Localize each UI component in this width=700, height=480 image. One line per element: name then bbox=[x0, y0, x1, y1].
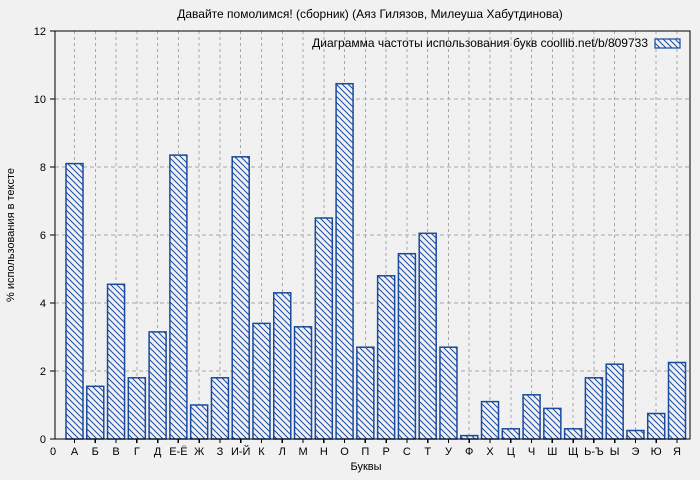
x-tick-label: Г bbox=[134, 446, 140, 458]
y-tick-label: 8 bbox=[40, 162, 46, 174]
legend-swatch bbox=[654, 38, 681, 49]
bar-Р bbox=[376, 275, 396, 440]
bar-Д bbox=[148, 331, 167, 440]
x-tick-label: Ы bbox=[610, 446, 620, 458]
x-tick-label: Ю bbox=[651, 446, 662, 458]
x-tick-label: А bbox=[71, 446, 79, 458]
x-tick-label: К bbox=[258, 446, 265, 458]
y-tick-label: 0 bbox=[40, 434, 46, 446]
bar-Ш bbox=[543, 407, 562, 440]
bar-А bbox=[65, 162, 84, 440]
bar-М bbox=[293, 326, 313, 440]
y-tick-label: 10 bbox=[34, 94, 46, 106]
x-tick-label: И-Й bbox=[231, 445, 250, 458]
x-tick-label: В bbox=[112, 446, 119, 458]
x-origin-label: 0 bbox=[50, 446, 56, 458]
x-tick-label: Н bbox=[320, 446, 328, 458]
bar-П bbox=[356, 346, 375, 440]
y-tick-label: 12 bbox=[34, 26, 46, 38]
bar-Ч bbox=[522, 394, 541, 440]
x-tick-label: Ф bbox=[465, 446, 473, 458]
x-tick-label: Л bbox=[279, 446, 286, 458]
plot-area: 0 2 4 6 8 10 12 0 А Б В Г Д Е-Ё Ж З И-Й К Л М Н О П Р С Т У Ф Х Ц Ч Ш Щ Ь… bbox=[34, 26, 691, 458]
x-axis-label: Буквы bbox=[350, 461, 381, 473]
x-tick-label: Ж bbox=[194, 446, 204, 458]
bar-Ю bbox=[646, 412, 666, 440]
bar-Н bbox=[314, 217, 334, 440]
x-tick-label: П bbox=[361, 446, 369, 458]
x-tick-label: Я bbox=[673, 446, 681, 458]
bar-Е-Ё bbox=[169, 154, 188, 440]
x-tick-label: Ц bbox=[507, 446, 515, 458]
bar-В bbox=[106, 283, 126, 440]
x-tick-label: Р bbox=[382, 446, 389, 458]
x-tick-label: Е-Ё bbox=[169, 446, 187, 458]
x-tick-label: Д bbox=[154, 446, 162, 458]
x-tick-label: Х bbox=[486, 446, 494, 458]
bar-Ц bbox=[501, 428, 521, 440]
bar-Б bbox=[86, 385, 105, 440]
x-tick-label: Ш bbox=[547, 446, 557, 458]
bar-Ж bbox=[189, 404, 209, 440]
bar-У bbox=[439, 346, 458, 440]
x-tick-label: Т bbox=[424, 446, 431, 458]
bar-Т bbox=[418, 232, 437, 440]
y-tick-label: 4 bbox=[40, 298, 46, 310]
chart-title: Давайте помолимся! (сборник) (Аяз Гилязо… bbox=[177, 7, 563, 21]
bar-Ы bbox=[605, 363, 624, 440]
x-tick-label: О bbox=[340, 446, 349, 458]
bar-И-Й bbox=[231, 156, 250, 440]
x-tick-label: У bbox=[445, 446, 453, 458]
y-axis-label: % использования в тексте bbox=[5, 168, 17, 302]
x-tick-label: Э bbox=[631, 446, 639, 458]
y-tick-label: 6 bbox=[40, 230, 46, 242]
bar-Л bbox=[273, 292, 292, 440]
bar-С bbox=[397, 252, 417, 440]
x-tick-label: М bbox=[298, 446, 307, 458]
x-tick-label: Б bbox=[92, 446, 99, 458]
bar-Щ bbox=[563, 428, 583, 440]
x-tick-label: Ч bbox=[528, 446, 535, 458]
bar-К bbox=[252, 322, 271, 440]
bar-Э bbox=[626, 429, 645, 440]
bar-Ь-Ъ bbox=[584, 377, 604, 440]
bar-О bbox=[335, 82, 354, 440]
bar-Я bbox=[667, 361, 687, 440]
x-tick-label: Щ bbox=[568, 446, 578, 458]
x-tick-label: С bbox=[403, 446, 411, 458]
legend-label: Диаграмма частоты использования букв coo… bbox=[312, 36, 648, 50]
bar-Г bbox=[127, 377, 147, 440]
y-tick-label: 2 bbox=[40, 366, 46, 378]
x-tick-label: Ь-Ъ bbox=[584, 446, 604, 458]
x-tick-label: З bbox=[217, 446, 224, 458]
bar-З bbox=[210, 377, 230, 440]
bar-Х bbox=[480, 400, 500, 440]
